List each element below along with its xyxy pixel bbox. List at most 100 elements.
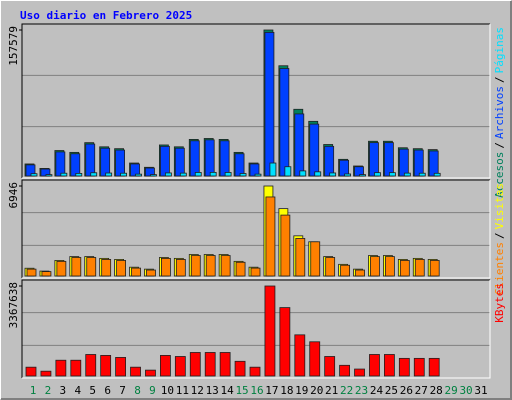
bar [209,171,217,177]
legend: Accesos / Archivos / Páginas [493,27,506,198]
bar [249,163,260,177]
bar [90,172,98,177]
panel-border-dark [21,279,490,378]
bar [388,172,396,177]
bar [40,370,52,377]
bar [194,172,202,177]
legend-entry: Visitas [493,183,506,229]
x-tick-label: 18 [280,384,293,397]
y-tick-label: 3367638 [7,282,20,328]
bar [339,364,351,377]
bar [355,269,365,277]
bar [174,147,185,177]
bar [428,357,440,377]
legend: Clientes / Visitas [493,183,506,295]
bar [145,167,155,177]
bar [85,354,97,377]
x-tick-label: 20 [310,384,323,397]
x-tick-label: 24 [370,384,384,397]
bar [309,341,321,377]
panel-border-light [22,180,491,279]
bar [145,369,156,377]
x-tick-label: 8 [134,384,141,397]
bar [324,145,335,177]
x-tick-label: 6 [104,384,111,397]
bar [324,356,336,377]
bar [116,260,126,277]
bar [30,173,38,177]
bar [339,159,350,177]
x-tick-label: 9 [149,384,156,397]
bar [25,164,36,177]
bar [370,256,380,277]
bar [205,255,216,277]
bar [294,334,306,377]
bar [239,173,247,177]
bar [310,241,321,277]
plot-area [22,280,490,378]
x-tick-label: 4 [74,384,81,397]
bar [369,354,380,377]
panel-border-dark [21,179,490,278]
bar [369,142,379,177]
bar [175,259,186,277]
bar [135,173,142,177]
bar [120,172,127,177]
x-tick-label: 28 [430,384,443,397]
x-tick-label: 27 [415,384,428,397]
bar [115,149,125,177]
bar [433,172,441,177]
bar [295,238,306,277]
x-tick-label: 21 [325,384,338,397]
legend-entry: KBytes [493,283,506,323]
x-tick-label: 14 [221,384,235,397]
bar [429,260,440,277]
legend: KBytes [493,283,506,323]
x-tick-label: 3 [60,384,67,397]
bar [100,355,112,377]
bar [85,143,96,177]
y-tick-label: 6946 [7,182,20,209]
x-tick-label: 13 [206,384,219,397]
bar [344,173,352,177]
x-tick-label: 25 [385,384,398,397]
bar [418,172,426,177]
x-tick-label: 29 [445,384,458,397]
bar [56,260,67,277]
bar [264,285,276,377]
bar [220,255,231,277]
legend-entry: Clientes [493,242,506,295]
bar [250,267,261,277]
bar [179,172,187,177]
x-tick-label: 12 [191,384,204,397]
legend-entry: Archivos [493,86,506,139]
bar [280,214,291,277]
bar [234,360,246,377]
bar [131,267,141,277]
bar [413,149,424,177]
bar [399,260,410,277]
bar [414,259,425,277]
bar [314,171,322,177]
bar [383,142,394,177]
bar [354,368,365,377]
bar [130,366,141,377]
x-tick-label: 5 [89,384,96,397]
bar [160,257,171,277]
legend-separator: / [493,142,506,149]
bar [265,196,276,277]
bar [45,174,53,177]
bar [264,31,275,177]
bar [71,257,82,277]
bar [41,271,52,277]
bar [26,268,37,277]
bar [235,261,246,277]
panel-border-dark [21,23,490,178]
bar [325,257,336,277]
x-tick-label: 31 [474,384,487,397]
bar [174,356,186,377]
bar [159,355,171,377]
bar [284,166,292,177]
